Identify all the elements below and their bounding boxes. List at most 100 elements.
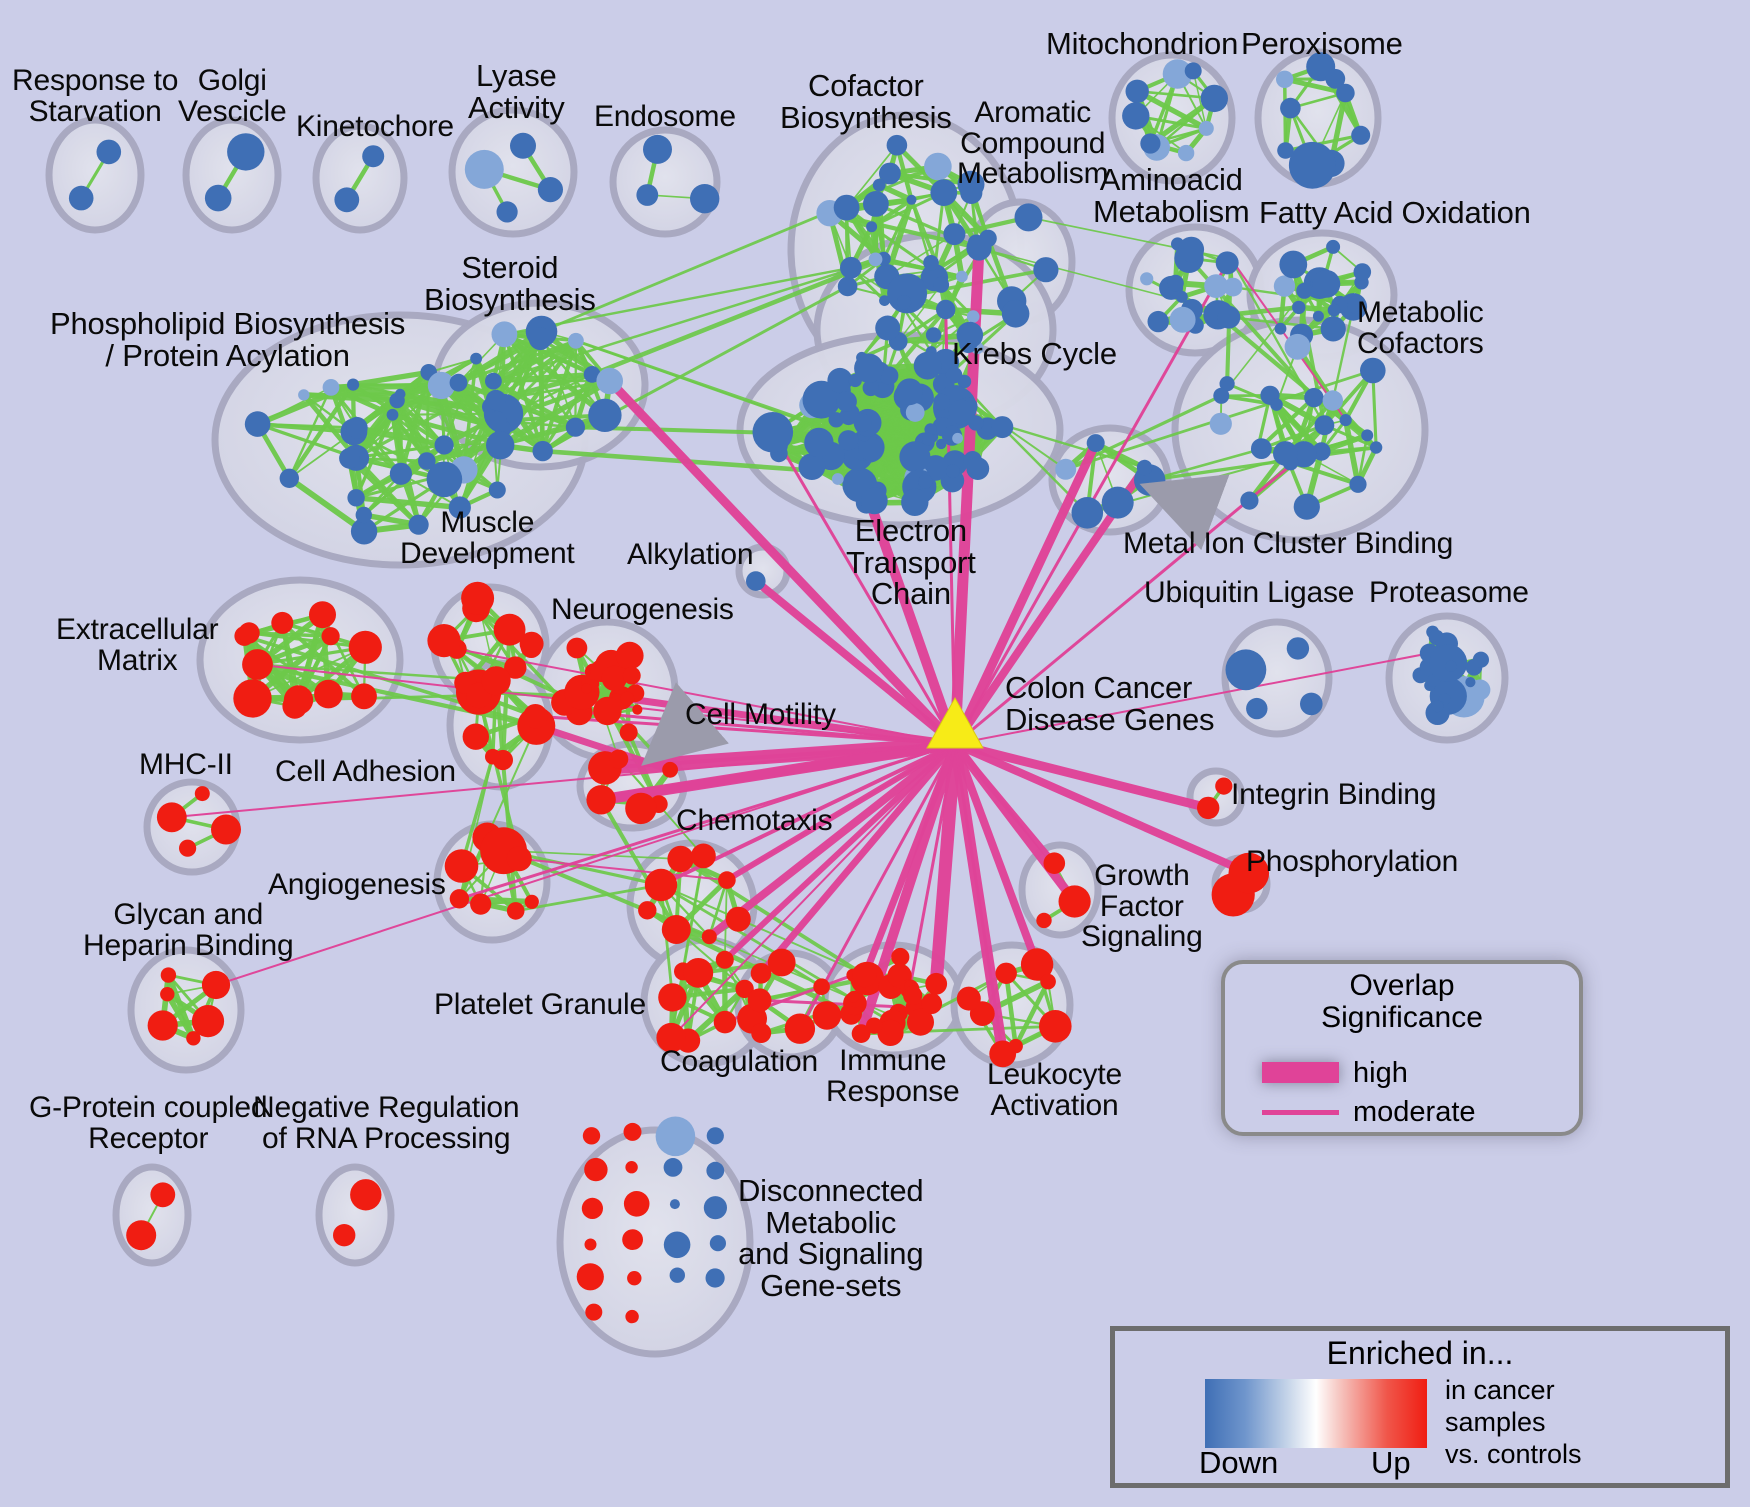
node-fatty-acid-oxidation-7[interactable] xyxy=(1292,300,1306,315)
node-steroid-biosynthesis-5[interactable] xyxy=(485,389,507,411)
node-aminoacid-metabolism-5[interactable] xyxy=(1169,306,1196,333)
node-disconnected-gene-sets-1[interactable] xyxy=(623,1122,642,1141)
node-aminoacid-metabolism-2[interactable] xyxy=(1217,305,1241,329)
node-cell-motility-2[interactable] xyxy=(586,785,616,815)
node-metabolic-cofactors-15[interactable] xyxy=(1284,333,1311,360)
node-krebs-cycle-14[interactable] xyxy=(1001,300,1030,328)
node-metabolic-cofactors-1[interactable] xyxy=(1349,475,1367,493)
node-cofactor-biosynthesis-0[interactable] xyxy=(956,270,968,283)
node-platelet-granule-7[interactable] xyxy=(715,950,734,969)
node-aromatic-compound-metabolism-0[interactable] xyxy=(1033,257,1059,283)
node-chemotaxis-4[interactable] xyxy=(644,868,678,902)
node-electron-transport-chain-44[interactable] xyxy=(862,379,879,397)
node-electron-transport-chain-6[interactable] xyxy=(966,457,990,480)
node-electron-transport-chain-33[interactable] xyxy=(752,412,794,453)
node-metabolic-cofactors-10[interactable] xyxy=(1209,412,1232,435)
node-endosome-2[interactable] xyxy=(643,134,672,164)
node-extracellular-matrix-10[interactable] xyxy=(321,627,340,646)
node-electron-transport-chain-50[interactable] xyxy=(913,351,942,380)
node-chemotaxis-1[interactable] xyxy=(701,929,717,945)
node-phospholipid-biosynthesis-22[interactable] xyxy=(470,352,482,365)
node-electron-transport-chain-68[interactable] xyxy=(924,423,937,436)
node-kinetochore-0[interactable] xyxy=(334,187,360,213)
node-phosphorylation-1[interactable] xyxy=(1228,852,1270,894)
node-neurogenesis-5[interactable] xyxy=(593,696,622,726)
node-coagulation-5[interactable] xyxy=(767,948,796,977)
node-mhc-ii-2[interactable] xyxy=(156,802,187,833)
node-lyase-activity-1[interactable] xyxy=(496,201,518,223)
node-steroid-biosynthesis-4[interactable] xyxy=(487,411,507,431)
node-metal-ion-cluster-binding-3[interactable] xyxy=(1055,458,1077,480)
node-disconnected-gene-sets-16[interactable] xyxy=(576,1263,604,1291)
node-electron-transport-chain-18[interactable] xyxy=(860,487,888,515)
node-phospholipid-biosynthesis-20[interactable] xyxy=(386,408,399,421)
node-mitochondrion-6[interactable] xyxy=(1162,59,1193,89)
node-mitochondrion-4[interactable] xyxy=(1122,102,1150,130)
node-mitochondrion-7[interactable] xyxy=(1184,62,1202,80)
node-aminoacid-metabolism-6[interactable] xyxy=(1147,310,1169,333)
node-angiogenesis-0[interactable] xyxy=(524,894,539,909)
node-extracellular-matrix-5[interactable] xyxy=(242,649,273,680)
node-proteasome-18[interactable] xyxy=(1472,651,1489,668)
node-electron-transport-chain-69[interactable] xyxy=(921,432,935,446)
node-steroid-biosynthesis-2[interactable] xyxy=(532,440,553,462)
node-cell-motility-1[interactable] xyxy=(625,792,657,825)
node-growth-factor-signaling-0[interactable] xyxy=(1058,885,1091,918)
node-phospholipid-biosynthesis-5[interactable] xyxy=(408,514,429,535)
node-cell-adhesion-3[interactable] xyxy=(462,723,489,750)
node-electron-transport-chain-52[interactable] xyxy=(905,403,925,422)
node-chemotaxis-5[interactable] xyxy=(667,845,694,873)
node-peroxisome-8[interactable] xyxy=(1336,83,1355,103)
node-cofactor-biosynthesis-19[interactable] xyxy=(906,194,917,205)
node-fatty-acid-oxidation-9[interactable] xyxy=(1273,275,1296,297)
node-phospholipid-biosynthesis-8[interactable] xyxy=(347,489,365,507)
node-leukocyte-activation-0[interactable] xyxy=(1039,1010,1072,1043)
node-negative-regulation-rna-1[interactable] xyxy=(350,1179,382,1211)
node-metal-ion-cluster-binding-5[interactable] xyxy=(1136,459,1153,476)
node-integrin-binding-0[interactable] xyxy=(1197,796,1220,820)
node-chemotaxis-6[interactable] xyxy=(691,843,716,869)
node-fatty-acid-oxidation-6[interactable] xyxy=(1274,322,1287,335)
node-coagulation-6[interactable] xyxy=(813,978,830,995)
node-fatty-acid-oxidation-13[interactable] xyxy=(1326,239,1341,254)
node-disconnected-gene-sets-0[interactable] xyxy=(582,1127,601,1145)
node-peroxisome-7[interactable] xyxy=(1325,68,1346,89)
node-golgi-vescicle-0[interactable] xyxy=(204,184,232,212)
node-cofactor-biosynthesis-16[interactable] xyxy=(833,194,860,221)
node-glycan-heparin-binding-2[interactable] xyxy=(147,1010,178,1041)
node-phospholipid-biosynthesis-17[interactable] xyxy=(298,389,310,401)
node-g-protein-coupled-receptor-1[interactable] xyxy=(150,1182,176,1208)
node-metabolic-cofactors-9[interactable] xyxy=(1251,438,1272,459)
node-phospholipid-biosynthesis-10[interactable] xyxy=(279,468,299,488)
node-steroid-biosynthesis-1[interactable] xyxy=(565,417,586,437)
node-steroid-biosynthesis-13[interactable] xyxy=(596,367,623,395)
node-cell-adhesion-2[interactable] xyxy=(485,748,501,765)
node-neurogenesis-18[interactable] xyxy=(601,665,627,691)
node-phospholipid-biosynthesis-18[interactable] xyxy=(347,378,360,391)
node-phospholipid-biosynthesis-6[interactable] xyxy=(389,462,412,485)
node-aminoacid-metabolism-13[interactable] xyxy=(1178,236,1205,263)
node-coagulation-2[interactable] xyxy=(751,1023,772,1043)
node-golgi-vescicle-1[interactable] xyxy=(227,133,265,171)
node-platelet-granule-3[interactable] xyxy=(656,1022,686,1053)
node-extracellular-matrix-11[interactable] xyxy=(348,630,382,664)
node-cofactor-biosynthesis-4[interactable] xyxy=(925,327,942,343)
node-fatty-acid-oxidation-4[interactable] xyxy=(1312,310,1324,322)
node-extracellular-matrix-0[interactable] xyxy=(351,683,377,710)
node-krebs-cycle-10[interactable] xyxy=(896,295,912,310)
node-lyase-activity-3[interactable] xyxy=(510,132,536,159)
node-metabolic-cofactors-19[interactable] xyxy=(1339,414,1352,427)
node-neurogenesis-11[interactable] xyxy=(581,683,592,694)
node-steroid-biosynthesis-8[interactable] xyxy=(491,321,518,348)
node-extracellular-matrix-9[interactable] xyxy=(309,601,336,629)
node-electron-transport-chain-64[interactable] xyxy=(948,399,974,425)
node-disconnected-gene-sets-21[interactable] xyxy=(625,1309,639,1324)
node-growth-factor-signaling-1[interactable] xyxy=(1036,912,1052,929)
node-steroid-biosynthesis-11[interactable] xyxy=(568,332,584,349)
node-steroid-biosynthesis-12[interactable] xyxy=(583,366,601,383)
node-immune-response-2[interactable] xyxy=(907,1008,934,1036)
node-mitochondrion-0[interactable] xyxy=(1198,120,1214,136)
node-platelet-granule-4[interactable] xyxy=(658,983,687,1012)
node-leukocyte-activation-5[interactable] xyxy=(995,962,1017,984)
node-disconnected-gene-sets-17[interactable] xyxy=(627,1271,642,1286)
